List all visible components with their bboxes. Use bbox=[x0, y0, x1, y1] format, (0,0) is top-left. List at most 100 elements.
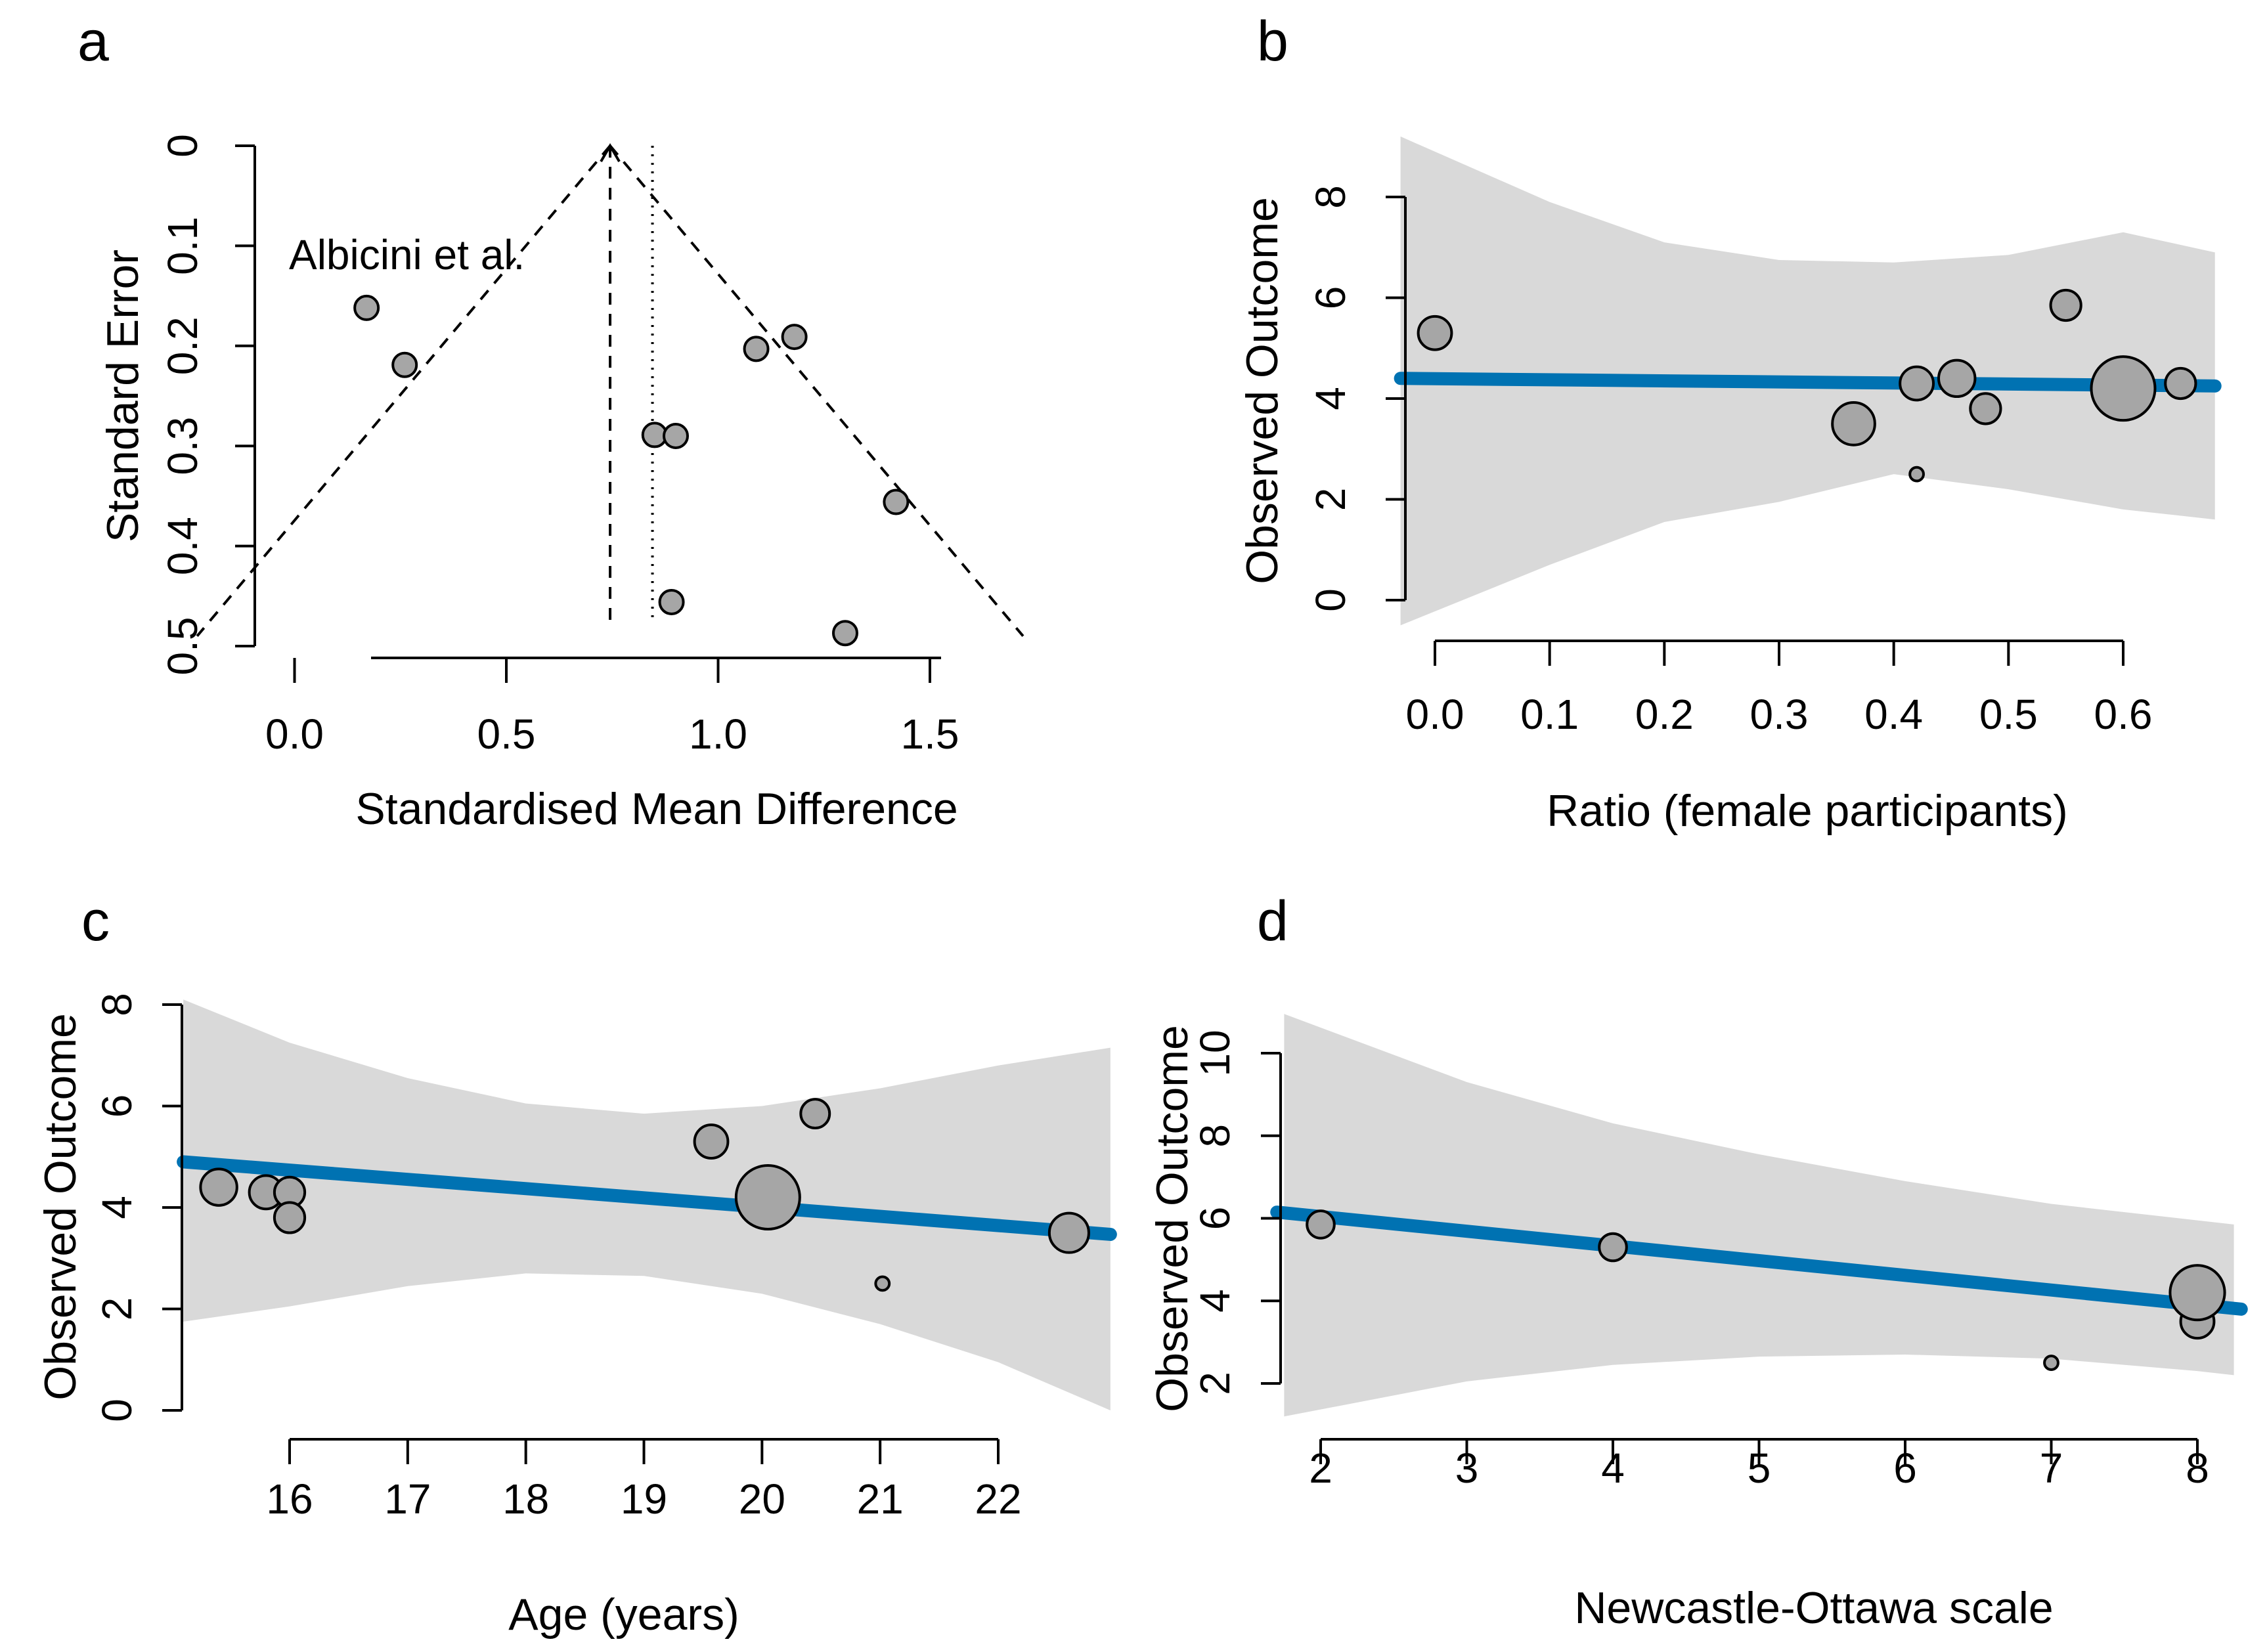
y-tick-label-4: 4 bbox=[93, 1196, 141, 1219]
panel-a-x-ticks: 0.0 0.5 1.0 1.5 bbox=[265, 658, 959, 758]
study-point-6 bbox=[1969, 392, 2002, 425]
panel-d-x-ticks: 2 3 4 5 6 7 8 bbox=[1309, 1439, 2209, 1492]
study-point-9 bbox=[1047, 1211, 1090, 1254]
study-point-9 bbox=[832, 620, 858, 647]
panel-d-x-title: Newcastle-Ottawa scale bbox=[1574, 1583, 2053, 1633]
study-point-4 bbox=[273, 1201, 307, 1234]
panel-b-x-title: Ratio (female participants) bbox=[1547, 786, 2068, 836]
panel-letter-b: b bbox=[1257, 10, 1288, 73]
y-tick-label-0: 0 bbox=[93, 1399, 141, 1422]
study-point-5 bbox=[693, 1123, 730, 1160]
y-tick-label-8: 8 bbox=[1191, 1124, 1239, 1148]
funnel-left-boundary bbox=[196, 144, 611, 638]
x-tick-label-0.3: 0.3 bbox=[1750, 691, 1809, 738]
study-point-3 bbox=[1899, 365, 1935, 402]
y-tick-label-0: 0 bbox=[159, 134, 206, 158]
x-tick-label-7: 7 bbox=[2040, 1445, 2063, 1492]
x-tick-label-19: 19 bbox=[621, 1475, 667, 1523]
study-point-6 bbox=[663, 422, 689, 449]
x-tick-label-0.6: 0.6 bbox=[2094, 691, 2153, 738]
x-tick-label-8: 8 bbox=[2186, 1445, 2209, 1492]
panel-d-y-title: Observed Outcome bbox=[1147, 1025, 1197, 1412]
y-tick-label-0: 0 bbox=[1307, 588, 1354, 612]
x-tick-label-5: 5 bbox=[1748, 1445, 1771, 1492]
apex-arrowhead bbox=[600, 143, 621, 163]
x-tick-label-1.5: 1.5 bbox=[901, 710, 959, 758]
x-tick-label-0.1: 0.1 bbox=[1520, 691, 1579, 738]
study-point-1 bbox=[1306, 1209, 1336, 1240]
study-point-3 bbox=[2043, 1355, 2059, 1371]
panel-b-y-title: Observed Outcome bbox=[1237, 197, 1287, 584]
study-point-8 bbox=[2090, 355, 2157, 422]
study-point-2 bbox=[1598, 1232, 1628, 1263]
x-tick-label-17: 17 bbox=[384, 1475, 431, 1523]
panel-a-y-title: Standard Error bbox=[98, 250, 148, 542]
panel-c-y-title: Observed Outcome bbox=[35, 1013, 85, 1401]
study-point-6 bbox=[734, 1164, 801, 1231]
x-tick-label-1.0: 1.0 bbox=[689, 710, 747, 758]
study-point-7 bbox=[799, 1098, 831, 1130]
study-point-8 bbox=[658, 588, 685, 615]
x-tick-label-18: 18 bbox=[502, 1475, 549, 1523]
y-tick-label-6: 6 bbox=[1307, 286, 1354, 310]
panel-c-x-title: Age (years) bbox=[508, 1590, 739, 1640]
study-point-8 bbox=[2168, 1264, 2226, 1322]
study-point-4 bbox=[781, 324, 808, 351]
regression-line bbox=[1270, 1206, 2248, 1316]
panel-c-marks bbox=[177, 999, 1117, 1410]
x-tick-label-20: 20 bbox=[739, 1475, 785, 1523]
y-tick-label-0.5: 0.5 bbox=[159, 617, 206, 676]
x-tick-label-0.0: 0.0 bbox=[265, 710, 324, 758]
x-tick-label-0.5: 0.5 bbox=[1979, 691, 2038, 738]
x-tick-label-3: 3 bbox=[1455, 1445, 1479, 1492]
x-tick-label-4: 4 bbox=[1601, 1445, 1625, 1492]
panel-letter-c: c bbox=[81, 890, 110, 953]
y-tick-label-2: 2 bbox=[1191, 1372, 1239, 1395]
panel-a-y-ticks: 0 0.1 0.2 0.3 0.4 0.5 bbox=[159, 134, 255, 675]
study-point-1 bbox=[353, 294, 380, 321]
y-tick-label-8: 8 bbox=[1307, 185, 1354, 209]
panel-a-x-title: Standardised Mean Difference bbox=[355, 784, 957, 834]
y-tick-label-0.4: 0.4 bbox=[159, 517, 206, 575]
y-tick-label-4: 4 bbox=[1191, 1289, 1239, 1313]
annotation-albicini: Albicini et al. bbox=[289, 231, 525, 278]
y-tick-label-6: 6 bbox=[93, 1095, 141, 1118]
study-point-7 bbox=[2049, 288, 2082, 322]
study-point-7 bbox=[883, 489, 910, 515]
panel-d-y-ticks: 2 4 6 8 10 bbox=[1191, 1030, 1281, 1395]
panel-b-marks bbox=[1394, 136, 2222, 626]
regression-line bbox=[177, 1155, 1117, 1241]
x-tick-label-0.5: 0.5 bbox=[477, 710, 536, 758]
study-point-2 bbox=[1831, 401, 1876, 446]
panel-c-y-ticks: 0 2 4 6 8 bbox=[93, 993, 182, 1422]
y-tick-label-6: 6 bbox=[1191, 1207, 1239, 1230]
y-tick-label-10: 10 bbox=[1191, 1030, 1239, 1076]
panel-a-funnel-plot: a Albicini et al. 00.10.20.30.40.5 0.0 0.… bbox=[77, 10, 1024, 834]
panel-b-y-ticks: 0 2 4 6 8 bbox=[1307, 185, 1405, 612]
y-tick-label-2: 2 bbox=[93, 1297, 141, 1321]
panel-b-x-ticks: 0.0 0.1 0.2 0.3 0.4 0.5 0.6 bbox=[1406, 641, 2153, 738]
y-tick-label-0.3: 0.3 bbox=[159, 417, 206, 475]
y-tick-label-2: 2 bbox=[1307, 488, 1354, 511]
study-point-1 bbox=[1417, 315, 1453, 351]
x-tick-label-0.0: 0.0 bbox=[1406, 691, 1464, 738]
study-point-4 bbox=[1908, 466, 1925, 483]
confidence-band bbox=[183, 999, 1111, 1410]
y-tick-label-4: 4 bbox=[1307, 387, 1354, 410]
panel-c-age: c 0 2 4 6 8 16 17 18 19 20 21 22 Age (years) Obser… bbox=[35, 890, 1117, 1640]
study-point-2 bbox=[391, 351, 418, 378]
panel-a-marks bbox=[196, 143, 1024, 647]
x-tick-label-16: 16 bbox=[266, 1475, 313, 1523]
y-tick-label-0.1: 0.1 bbox=[159, 217, 206, 275]
x-tick-label-0.2: 0.2 bbox=[1635, 691, 1694, 738]
panel-b-female-ratio: b 0 2 4 6 8 0.0 0.1 0.2 0.3 0.4 0.5 0.6 Ratio (fem… bbox=[1237, 10, 2222, 836]
panel-d-marks bbox=[1270, 1014, 2248, 1417]
x-tick-label-0.4: 0.4 bbox=[1864, 691, 1923, 738]
regression-line bbox=[1394, 372, 2222, 393]
study-point-8 bbox=[874, 1275, 891, 1292]
panel-letter-a: a bbox=[77, 10, 109, 73]
panel-letter-d: d bbox=[1257, 890, 1288, 953]
x-tick-label-21: 21 bbox=[857, 1475, 904, 1523]
